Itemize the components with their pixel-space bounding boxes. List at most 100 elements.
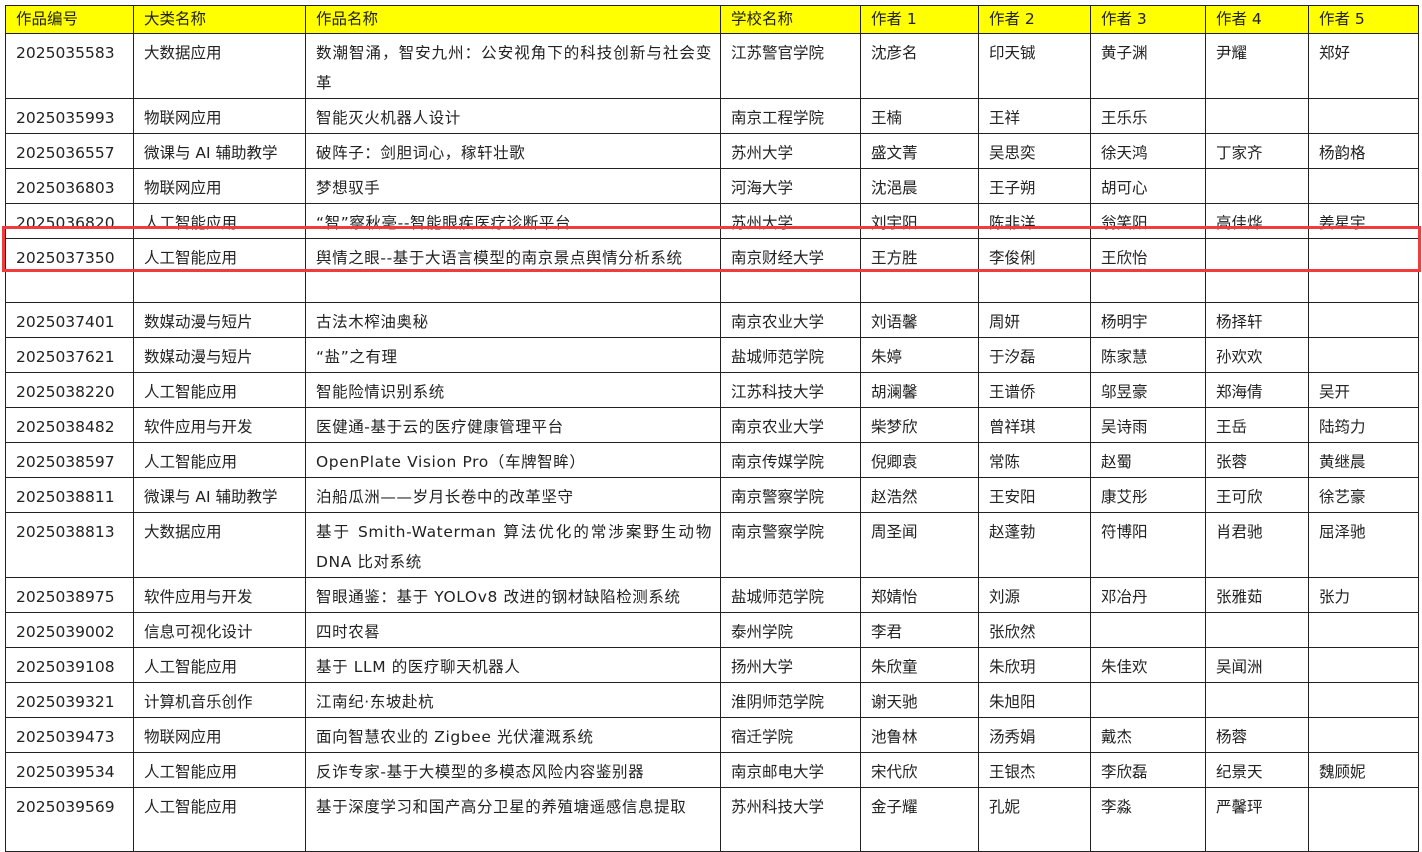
- empty-cell: [1308, 682, 1419, 718]
- table-cell: 周妍: [978, 302, 1091, 338]
- table-cell: 淮阴师范学院: [720, 682, 861, 718]
- table-cell: 陈非洋: [978, 203, 1091, 239]
- table-cell: 赵蓬勃: [978, 512, 1091, 578]
- table-cell: 人工智能应用: [133, 372, 306, 408]
- table-cell: 江苏警官学院: [720, 33, 861, 99]
- table-row: 2025038811 微课与 AI 辅助教学 泊船瓜洲——岁月长卷中的改革坚守 南京警…: [5, 477, 1419, 513]
- table-cell: 郑好: [1308, 33, 1419, 99]
- table-cell: 王乐乐: [1090, 98, 1206, 134]
- table-cell: 智能灭火机器人设计: [305, 98, 721, 134]
- table-cell: 2025038811: [5, 477, 134, 513]
- empty-cell: [1308, 98, 1419, 134]
- table-cell: 数媒动漫与短片: [133, 302, 306, 338]
- table-cell: 王谱侨: [978, 372, 1091, 408]
- table-cell: 杨蓉: [1205, 717, 1309, 753]
- table-cell: 数潮智涌，智安九州：公安视角下的科技创新与社会变革: [305, 33, 721, 99]
- empty-cell: [1308, 238, 1419, 303]
- table-cell: 人工智能应用: [133, 752, 306, 788]
- table-cell: 印天铖: [978, 33, 1091, 99]
- column-header: 作者 1: [860, 5, 979, 34]
- table-cell: 张力: [1308, 577, 1419, 613]
- table-cell: 王可欣: [1205, 477, 1309, 513]
- table-cell: 泰州学院: [720, 612, 861, 648]
- table-cell: 沈彦名: [860, 33, 979, 99]
- table-cell: 朱佳欢: [1090, 647, 1206, 683]
- table-row: 2025039108 人工智能应用 基于 LLM 的医疗聊天机器人 扬州大学 朱欣童 朱欣…: [5, 647, 1419, 683]
- table-row: 2025038975 软件应用与开发 智眼通鉴：基于 YOLOv8 改进的钢材缺陷检…: [5, 577, 1419, 613]
- page: {"table": { "header": ["作品编号", "大类名称", "…: [2, 5, 1421, 852]
- table-cell: 张欣然: [978, 612, 1091, 648]
- empty-cell: [1308, 612, 1419, 648]
- table-cell: 人工智能应用: [133, 238, 306, 303]
- table-cell: 大数据应用: [133, 33, 306, 99]
- table-cell: 2025038597: [5, 442, 134, 478]
- table-cell: 2025039108: [5, 647, 134, 683]
- header-row: 作品编号 大类名称 作品名称 学校名称 作者 1 作者 2 作者 3 作者 4 作者 5: [5, 5, 1419, 34]
- table-cell: 反诈专家-基于大模型的多模态风险内容鉴别器: [305, 752, 721, 788]
- table-cell: 张雅茹: [1205, 577, 1309, 613]
- table-cell: 物联网应用: [133, 168, 306, 204]
- table-cell: “盐”之有理: [305, 337, 721, 373]
- table-cell: 丁家齐: [1205, 133, 1309, 169]
- column-header: 作品编号: [5, 5, 134, 34]
- table-cell: 符博阳: [1090, 512, 1206, 578]
- table-cell: 柴梦欣: [860, 407, 979, 443]
- table-row: 2025037621 数媒动漫与短片 “盐”之有理 盐城师范学院 朱婷 于汐磊 陈家慧 孙欢欢: [5, 337, 1419, 373]
- table-row: 2025038597 人工智能应用 OpenPlate Vision Pro（车牌智…: [5, 442, 1419, 478]
- table-cell: 戴杰: [1090, 717, 1206, 753]
- table-row: 2025036820 人工智能应用 “智”察秋毫--智能眼疾医疗诊断平台 苏州大学 刘宇…: [5, 203, 1419, 239]
- table-cell: 黄继晨: [1308, 442, 1419, 478]
- table-cell: 2025038975: [5, 577, 134, 613]
- table-cell: 曾祥琪: [978, 407, 1091, 443]
- table-cell: 赵浩然: [860, 477, 979, 513]
- column-header: 作者 2: [978, 5, 1091, 34]
- works-table: 作品编号 大类名称 作品名称 学校名称 作者 1 作者 2 作者 3 作者 4 作者 5 202…: [5, 5, 1419, 852]
- empty-cell: [1205, 98, 1309, 134]
- table-cell: 谢天驰: [860, 682, 979, 718]
- table-cell: 人工智能应用: [133, 647, 306, 683]
- table-cell: 邓冶丹: [1090, 577, 1206, 613]
- table-cell: 王祥: [978, 98, 1091, 134]
- table-cell: 智眼通鉴：基于 YOLOv8 改进的钢材缺陷检测系统: [305, 577, 721, 613]
- table-row: 2025035993 物联网应用 智能灭火机器人设计 南京工程学院 王楠 王祥 王乐乐: [5, 98, 1419, 134]
- table-cell: 计算机音乐创作: [133, 682, 306, 718]
- table-cell: 2025037621: [5, 337, 134, 373]
- table-cell: 基于深度学习和国产高分卫星的养殖塘遥感信息提取: [305, 787, 721, 852]
- table-cell: 南京农业大学: [720, 302, 861, 338]
- table-cell: 徐艺豪: [1308, 477, 1419, 513]
- empty-cell: [1205, 238, 1309, 303]
- table-cell: 朱欣玥: [978, 647, 1091, 683]
- table-cell: 赵蜀: [1090, 442, 1206, 478]
- table-cell: 苏州大学: [720, 133, 861, 169]
- column-header: 作者 4: [1205, 5, 1309, 34]
- table-cell: 朱婷: [860, 337, 979, 373]
- table-cell: 肖君驰: [1205, 512, 1309, 578]
- table-row: 2025038220 人工智能应用 智能险情识别系统 江苏科技大学 胡澜馨 王谱侨 邬昱豪郑…: [5, 372, 1419, 408]
- table-cell: 江南纪·东坡赴杭: [305, 682, 721, 718]
- table-cell: 南京财经大学: [720, 238, 861, 303]
- table-row: 2025038813 大数据应用 基于 Smith-Waterman 算法优化的常涉…: [5, 512, 1419, 578]
- table-cell: 刘语馨: [860, 302, 979, 338]
- table-cell: “智”察秋毫--智能眼疾医疗诊断平台: [305, 203, 721, 239]
- table-row: 2025035583 大数据应用 数潮智涌，智安九州：公安视角下的科技创新与社会变革…: [5, 33, 1419, 99]
- table-cell: 刘宇阳: [860, 203, 979, 239]
- table-row: 2025037401 数媒动漫与短片 古法木榨油奥秘 南京农业大学 刘语馨 周妍 杨明宇 杨择…: [5, 302, 1419, 338]
- table-cell: 2025038813: [5, 512, 134, 578]
- table-cell: 2025039534: [5, 752, 134, 788]
- table-row: 2025039002 信息可视化设计 四时农晷 泰州学院 李君 张欣然: [5, 612, 1419, 648]
- table-row: 2025039321 计算机音乐创作 江南纪·东坡赴杭 淮阴师范学院 谢天驰 朱旭阳: [5, 682, 1419, 718]
- table-cell: 王安阳: [978, 477, 1091, 513]
- table-cell: 郑海倩: [1205, 372, 1309, 408]
- table-cell: 王楠: [860, 98, 979, 134]
- table-cell: 南京警察学院: [720, 512, 861, 578]
- table-cell: 2025038220: [5, 372, 134, 408]
- table-cell: 朱欣童: [860, 647, 979, 683]
- column-header: 作品名称: [305, 5, 721, 34]
- table-cell: 尹耀: [1205, 33, 1309, 99]
- table-cell: 数媒动漫与短片: [133, 337, 306, 373]
- table-row: 2025038482 软件应用与开发 医健通-基于云的医疗健康管理平台 南京农业大学柴…: [5, 407, 1419, 443]
- table-cell: 魏顾妮: [1308, 752, 1419, 788]
- table-cell: 智能险情识别系统: [305, 372, 721, 408]
- table-cell: 沈浥晨: [860, 168, 979, 204]
- table-cell: 李君: [860, 612, 979, 648]
